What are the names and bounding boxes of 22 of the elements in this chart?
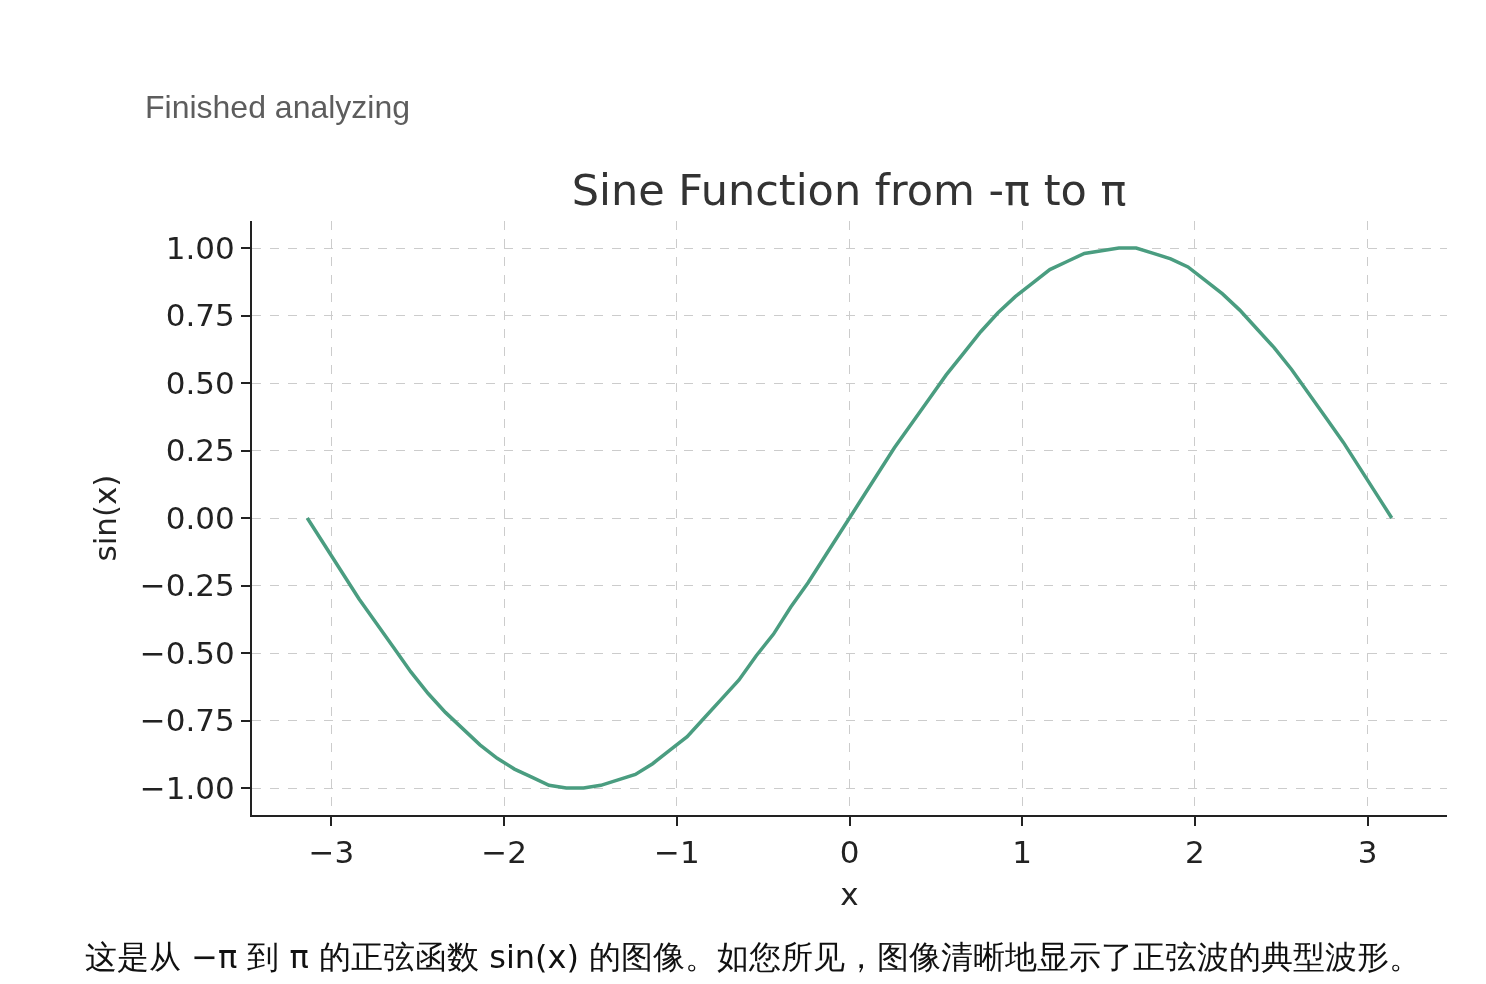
y-tick-label: 0.25 — [165, 432, 235, 469]
x-tick-label: 2 — [1185, 834, 1205, 871]
y-tick-label: 0.75 — [165, 297, 235, 334]
y-tick-label: −0.50 — [139, 634, 235, 671]
x-tick-label: 1 — [1012, 834, 1033, 871]
line-series — [305, 246, 1394, 790]
y-tick-label: 0.50 — [165, 364, 235, 401]
x-axis-title: x — [840, 876, 859, 912]
text: 这是从 −π 到 π 的正弦函数 sin(x) 的图像。如您所见，图像清晰地显示了正弦波的典型波形。 — [85, 938, 1422, 976]
y-tick-label: −0.75 — [139, 702, 235, 739]
x-tick-label: −1 — [653, 834, 700, 871]
y-axis-title: sin(x) — [86, 474, 123, 562]
y-tick-label: 0.00 — [165, 499, 235, 536]
x-tick-label: −2 — [481, 834, 527, 871]
y-tick-label: 1.00 — [165, 229, 235, 266]
chart-title: Sine Function from -π to π — [571, 165, 1127, 216]
y-tick-label: −1.00 — [139, 769, 235, 806]
text: Finished analyzing — [145, 89, 411, 125]
x-tick-label: 3 — [1357, 834, 1378, 871]
x-tick-label: −3 — [308, 834, 355, 871]
y-tick-label: −0.25 — [139, 567, 235, 604]
x-tick-label: 0 — [839, 834, 860, 871]
